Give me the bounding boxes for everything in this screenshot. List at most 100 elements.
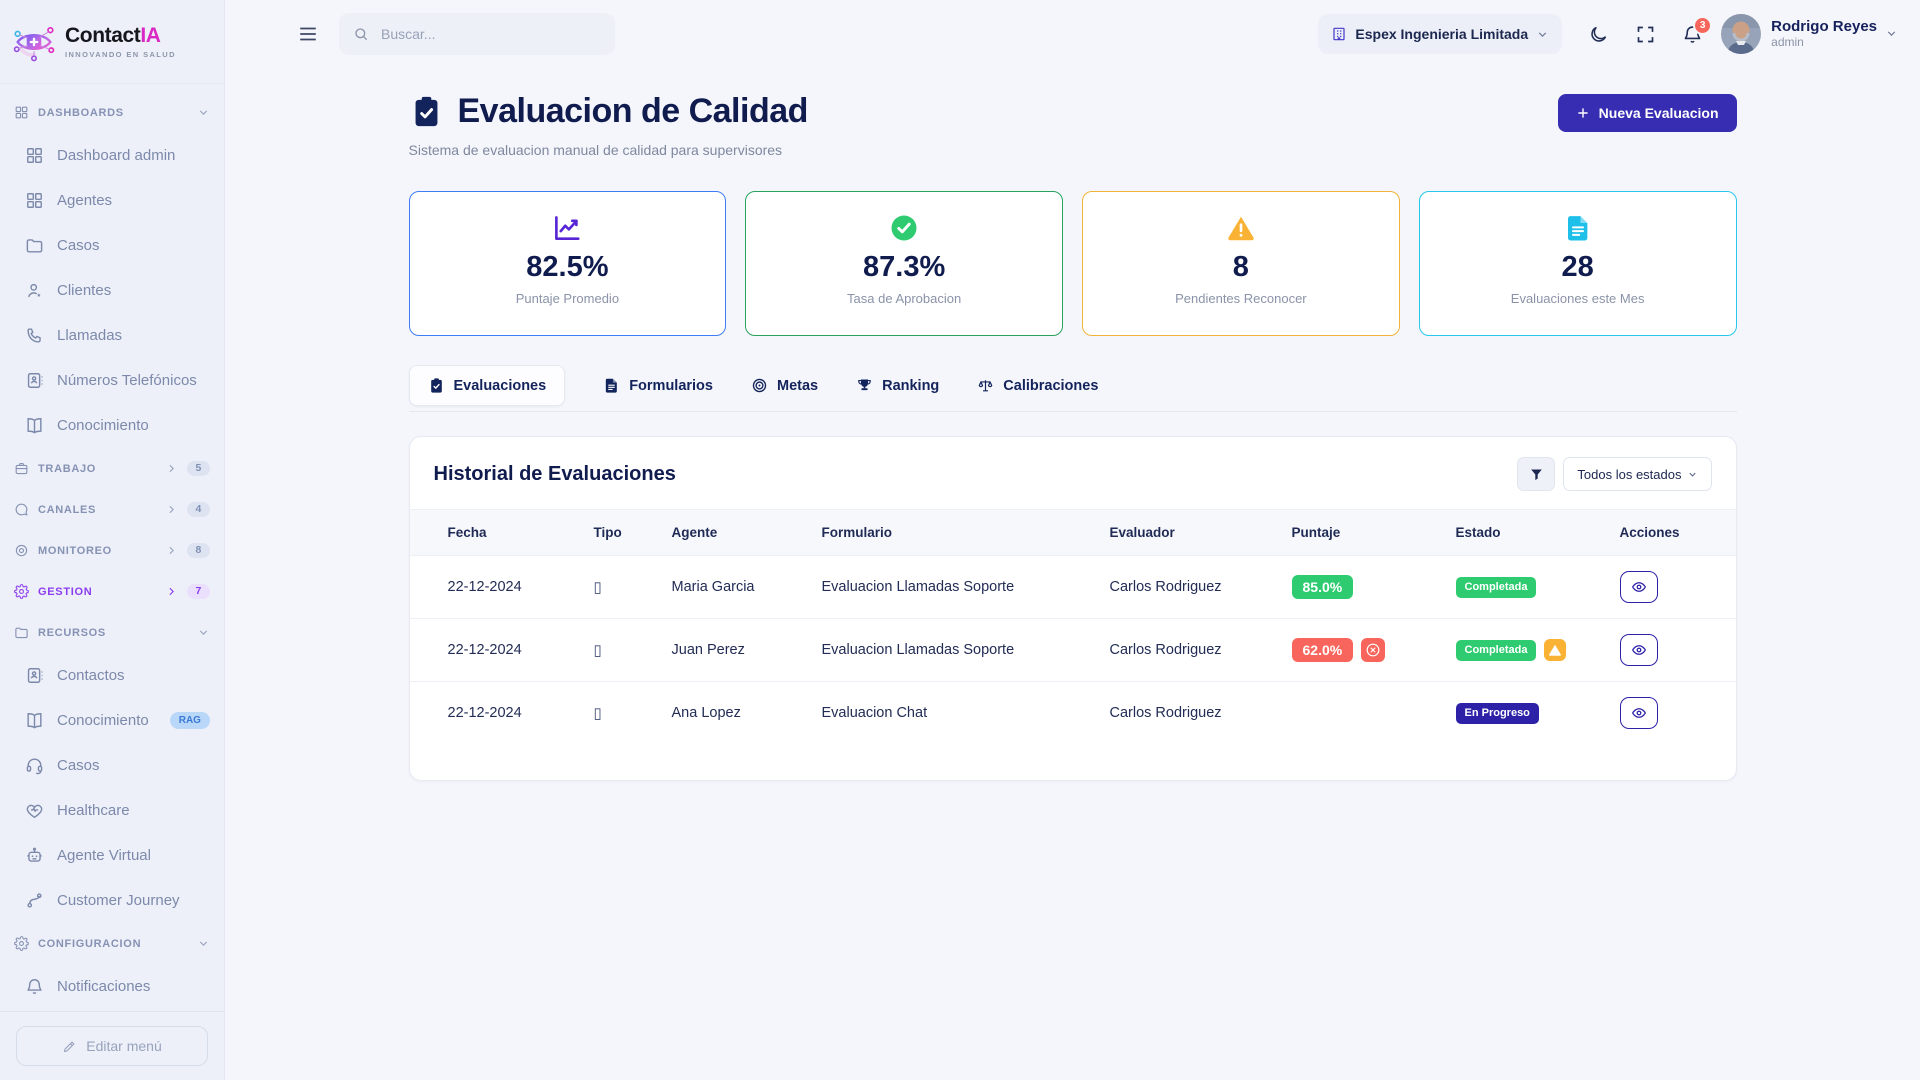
sidebar-item-llamadas[interactable]: Llamadas xyxy=(0,313,224,358)
sidebar-nav: DASHBOARDS Dashboard admin Agentes Casos… xyxy=(0,84,224,1011)
tipo-missing-glyph: ▯ xyxy=(593,642,602,659)
sidebar-item-customer-journey[interactable]: Customer Journey xyxy=(0,878,224,923)
score-fail-icon xyxy=(1361,638,1386,662)
sidebar-item-conocimiento[interactable]: Conocimiento xyxy=(0,403,224,448)
user-icon xyxy=(25,281,44,300)
sidebar-item-agentes[interactable]: Agentes xyxy=(0,178,224,223)
stat-card-tasa-aprobacion: 87.3% Tasa de Aprobacion xyxy=(745,191,1063,336)
clipboard-check-icon xyxy=(428,377,445,394)
check-circle-icon xyxy=(889,213,919,243)
tab-ranking[interactable]: Ranking xyxy=(856,377,939,394)
scale-icon xyxy=(977,377,994,394)
grid-icon xyxy=(25,191,44,210)
cell-fecha: 22-12-2024 xyxy=(447,579,522,595)
tab-metas[interactable]: Metas xyxy=(751,377,818,394)
user-role: admin xyxy=(1771,34,1804,49)
sidebar-item-healthcare[interactable]: Healthcare xyxy=(0,788,224,833)
status-badge: En Progreso xyxy=(1455,702,1539,724)
page-subtitle: Sistema de evaluacion manual de calidad … xyxy=(408,142,783,158)
tab-calibraciones[interactable]: Calibraciones xyxy=(977,377,1098,394)
sidebar-section-configuracion[interactable]: CONFIGURACION xyxy=(0,923,224,964)
sidebar-section-dashboards[interactable]: DASHBOARDS xyxy=(0,92,224,133)
status-badge: Completada xyxy=(1455,639,1537,661)
edit-menu-button[interactable]: Editar menú xyxy=(16,1026,208,1066)
sidebar-section-monitoreo[interactable]: MONITOREO 8 xyxy=(0,530,224,571)
sidebar-section-recursos[interactable]: RECURSOS xyxy=(0,612,224,653)
topbar: Espex Ingenieria Limitada 3 xyxy=(225,0,1920,68)
sidebar-item-notificaciones[interactable]: Notificaciones xyxy=(0,964,224,1009)
dark-mode-toggle[interactable] xyxy=(1588,24,1609,45)
sidebar-item-casos-recursos[interactable]: Casos xyxy=(0,743,224,788)
section-count-badge: 4 xyxy=(187,501,210,518)
stat-label: Evaluaciones este Mes xyxy=(1510,291,1645,306)
sidebar-item-contactos[interactable]: Contactos xyxy=(0,653,224,698)
tab-formularios[interactable]: Formularios xyxy=(603,377,713,394)
stat-value: 87.3% xyxy=(863,251,946,283)
card-title: Historial de Evaluaciones xyxy=(433,462,676,485)
section-count-badge: 5 xyxy=(187,460,210,477)
file-document-icon xyxy=(1563,213,1593,243)
chevron-right-icon xyxy=(165,503,178,516)
clipboard-check-icon xyxy=(409,94,444,129)
route-icon xyxy=(25,891,44,910)
table-header-row: Fecha Tipo Agente Formulario Evaluador P… xyxy=(409,509,1736,556)
tab-evaluaciones[interactable]: Evaluaciones xyxy=(408,365,566,406)
column-header: Tipo xyxy=(593,525,622,540)
file-document-icon xyxy=(603,377,620,394)
cell-evaluador: Carlos Rodriguez xyxy=(1109,642,1222,658)
sidebar-item-conocimiento-rag[interactable]: Conocimiento RAG xyxy=(0,698,224,743)
cell-evaluador: Carlos Rodriguez xyxy=(1109,579,1222,595)
search-box[interactable] xyxy=(339,13,615,55)
plus-icon xyxy=(1576,106,1590,120)
column-header: Estado xyxy=(1455,525,1501,540)
sidebar-item-clientes[interactable]: Clientes xyxy=(0,268,224,313)
cell-agente: Maria Garcia xyxy=(671,579,755,595)
eye-icon xyxy=(1631,705,1647,721)
sidebar-section-trabajo[interactable]: TRABAJO 5 xyxy=(0,448,224,489)
fullscreen-button[interactable] xyxy=(1635,24,1656,45)
headset-icon xyxy=(25,756,44,775)
stat-card-evaluaciones-mes: 28 Evaluaciones este Mes xyxy=(1418,191,1737,336)
brand-name: ContactIA xyxy=(65,23,161,47)
stat-label: Pendientes Reconocer xyxy=(1175,291,1307,306)
menu-toggle-button[interactable] xyxy=(293,19,323,49)
view-evaluation-button[interactable] xyxy=(1619,571,1658,603)
company-selector[interactable]: Espex Ingenieria Limitada xyxy=(1318,14,1563,54)
briefcase-icon xyxy=(14,461,29,476)
book-icon xyxy=(25,416,44,435)
search-icon xyxy=(353,26,369,42)
table-filter: Todos los estados xyxy=(1517,457,1712,491)
sidebar-item-numeros-telefonicos[interactable]: Números Telefónicos xyxy=(0,358,224,403)
tab-bar: Evaluaciones Formularios Metas Ranking C… xyxy=(408,360,1737,412)
new-evaluation-button[interactable]: Nueva Evaluacion xyxy=(1557,94,1737,132)
view-evaluation-button[interactable] xyxy=(1619,697,1658,729)
sidebar-section-canales[interactable]: CANALES 4 xyxy=(0,489,224,530)
sidebar-item-dashboard-admin[interactable]: Dashboard admin xyxy=(0,133,224,178)
x-circle-icon xyxy=(1366,643,1380,657)
column-header: Formulario xyxy=(821,525,893,540)
filter-button[interactable] xyxy=(1517,457,1556,491)
sidebar: ContactIA INNOVANDO EN SALUD DASHBOARDS … xyxy=(0,0,225,1080)
chevron-down-icon xyxy=(1687,469,1698,480)
contact-book-icon xyxy=(25,666,44,685)
chevron-down-icon xyxy=(197,106,210,119)
status-filter-select[interactable]: Todos los estados xyxy=(1563,457,1712,491)
column-header: Fecha xyxy=(447,525,487,540)
chevron-down-icon xyxy=(197,626,210,639)
user-menu[interactable]: Rodrigo Reyes admin xyxy=(1771,18,1898,49)
sidebar-item-agente-virtual[interactable]: Agente Virtual xyxy=(0,833,224,878)
view-evaluation-button[interactable] xyxy=(1619,634,1658,666)
eye-icon xyxy=(1631,642,1647,658)
contact-book-icon xyxy=(25,371,44,390)
gear-icon xyxy=(14,584,29,599)
search-input[interactable] xyxy=(379,25,601,43)
chevron-right-icon xyxy=(165,462,178,475)
column-header: Acciones xyxy=(1619,525,1680,540)
cell-formulario: Evaluacion Chat xyxy=(821,705,928,721)
sidebar-section-gestion[interactable]: GESTION 7 xyxy=(0,571,224,612)
user-avatar[interactable] xyxy=(1721,14,1762,54)
sidebar-item-casos[interactable]: Casos xyxy=(0,223,224,268)
folder-icon xyxy=(14,625,29,640)
trending-up-icon xyxy=(552,213,582,243)
notifications-button[interactable]: 3 xyxy=(1682,15,1713,45)
